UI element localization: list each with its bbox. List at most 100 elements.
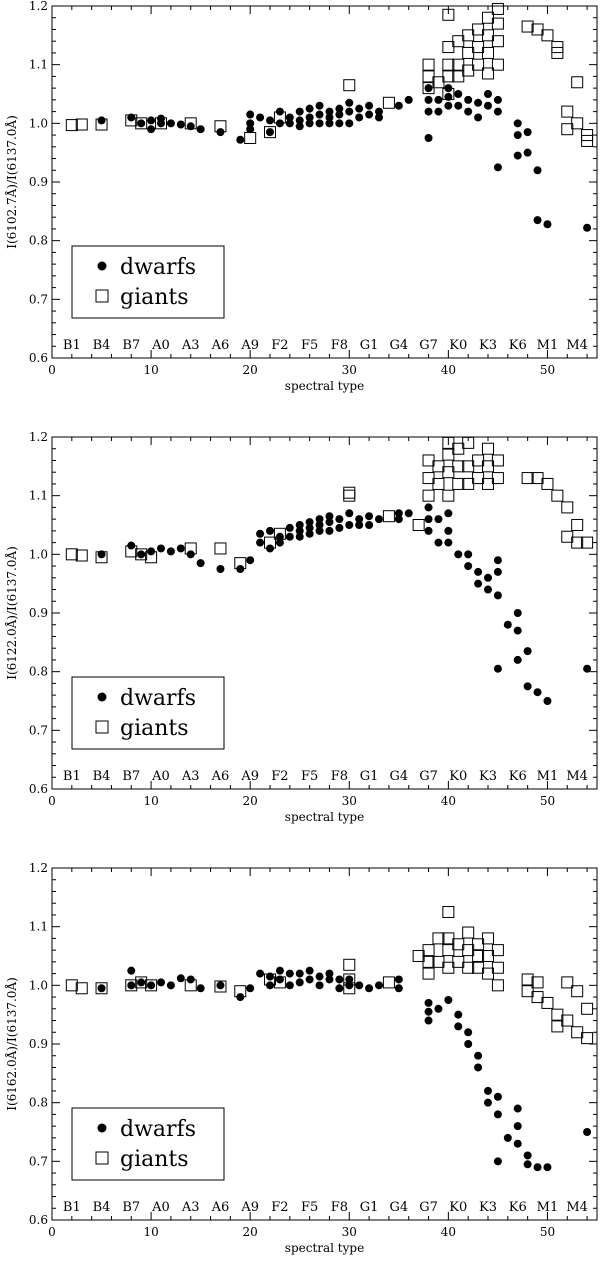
- dwarf-point: [424, 107, 433, 116]
- giant-point: [452, 938, 465, 951]
- dwarf-point: [474, 567, 483, 576]
- dwarf-point: [583, 664, 592, 673]
- giant-point: [462, 477, 475, 490]
- giant-point: [125, 979, 138, 992]
- giant-point: [442, 70, 455, 83]
- legend-box: [71, 676, 225, 750]
- dwarf-point: [345, 521, 354, 529]
- giant-point: [551, 1020, 564, 1033]
- spectral-type-label: A3: [181, 338, 200, 353]
- dwarf-point: [275, 532, 284, 541]
- legend-giant-marker: [95, 289, 109, 303]
- giant-point: [551, 41, 564, 54]
- dwarf-point: [513, 609, 522, 617]
- dwarf-point: [533, 216, 542, 225]
- dwarf-point: [513, 1122, 522, 1131]
- spectral-type-label: G4: [389, 338, 408, 353]
- legend-giants-label: giants: [120, 1147, 189, 1172]
- dwarf-point: [166, 547, 175, 556]
- giant-point: [581, 536, 594, 549]
- giant-point: [551, 489, 564, 502]
- giant-point: [432, 932, 445, 945]
- giant-point: [482, 11, 494, 24]
- giant-point: [65, 119, 78, 132]
- giant-point: [244, 132, 257, 144]
- spectral-type-label: F8: [331, 1200, 348, 1215]
- y-axis-title: I(6122.0Å)/I(6137.0Å): [4, 546, 19, 680]
- dwarf-point: [523, 1160, 532, 1169]
- y-tick-label: 0.9: [29, 606, 48, 620]
- dwarf-point: [484, 585, 492, 594]
- giant-point: [273, 976, 286, 989]
- giant-point: [491, 944, 504, 957]
- giant-point: [462, 64, 475, 77]
- spectral-type-label: A0: [151, 1200, 170, 1215]
- dwarf-point: [305, 104, 314, 113]
- giant-point: [521, 985, 534, 998]
- dwarf-point: [464, 95, 473, 104]
- giant-point: [184, 117, 197, 130]
- giant-point: [571, 985, 584, 998]
- giant-point: [442, 8, 455, 21]
- giant-point: [452, 955, 465, 968]
- dwarf-point: [543, 697, 552, 705]
- dwarf-point: [444, 538, 453, 547]
- spectral-type-label: F2: [271, 1200, 288, 1215]
- x-tick-label: 0: [48, 1225, 56, 1239]
- legend-dwarf-marker: [97, 261, 107, 271]
- dwarf-point: [216, 565, 225, 573]
- y-tick-label: 0.7: [29, 1154, 48, 1168]
- dwarf-point: [345, 975, 354, 984]
- spectral-type-label: F2: [271, 338, 288, 353]
- dwarf-point: [424, 95, 433, 104]
- dwarf-point: [147, 981, 156, 990]
- dwarf-point: [464, 550, 473, 559]
- dwarf-point: [147, 116, 156, 125]
- giant-point: [432, 460, 445, 473]
- dwarf-point: [583, 223, 592, 232]
- x-tick-label: 40: [441, 1225, 456, 1239]
- dwarf-point: [305, 518, 314, 527]
- y-tick-label: 0.8: [29, 665, 48, 679]
- x-tick-label: 50: [540, 1225, 555, 1239]
- x-axis-title: spectral type: [285, 1241, 364, 1255]
- dwarf-point: [305, 529, 314, 538]
- giant-point: [442, 41, 455, 54]
- chart-panel-3: 0 10 20 30 40 50 0.6 0.7 0.8 0.9 1.0 1.1 1.2 spectral…: [4, 861, 598, 1255]
- giant-point: [482, 460, 494, 473]
- giant-point: [472, 41, 485, 54]
- dwarf-point: [295, 521, 304, 529]
- giant-point: [135, 117, 148, 130]
- y-tick-label: 0.6: [29, 351, 48, 365]
- y-tick-label: 1.2: [29, 861, 48, 875]
- giant-point: [571, 519, 584, 531]
- giant-point: [472, 472, 485, 485]
- giant-point: [472, 23, 485, 36]
- giant-point: [462, 46, 475, 59]
- dwarf-point: [434, 515, 443, 524]
- giant-point: [264, 536, 276, 549]
- dwarf-point: [266, 128, 274, 137]
- giant-point: [234, 557, 247, 570]
- dwarf-point: [375, 515, 383, 524]
- spectral-type-label: G1: [360, 338, 379, 353]
- dwarf-point: [513, 1139, 522, 1148]
- giant-point: [125, 114, 138, 127]
- dwarf-point: [484, 1086, 492, 1095]
- dwarf-point: [493, 567, 502, 576]
- dwarf-point: [513, 655, 522, 664]
- dwarf-point: [394, 984, 403, 993]
- spectral-type-label: K6: [509, 338, 527, 353]
- dwarf-point: [97, 984, 106, 993]
- y-tick-label: 0.7: [29, 723, 48, 737]
- giant-point: [382, 976, 395, 989]
- giant-point: [472, 454, 485, 467]
- giant-point: [422, 454, 435, 467]
- x-tick-label: 40: [441, 794, 456, 808]
- spectral-type-label: G7: [419, 769, 438, 784]
- spectral-type-label: A6: [211, 1200, 230, 1215]
- dwarf-point: [266, 116, 274, 125]
- dwarf-point: [474, 113, 483, 122]
- giant-point: [432, 955, 445, 968]
- x-tick-label: 0: [48, 363, 56, 377]
